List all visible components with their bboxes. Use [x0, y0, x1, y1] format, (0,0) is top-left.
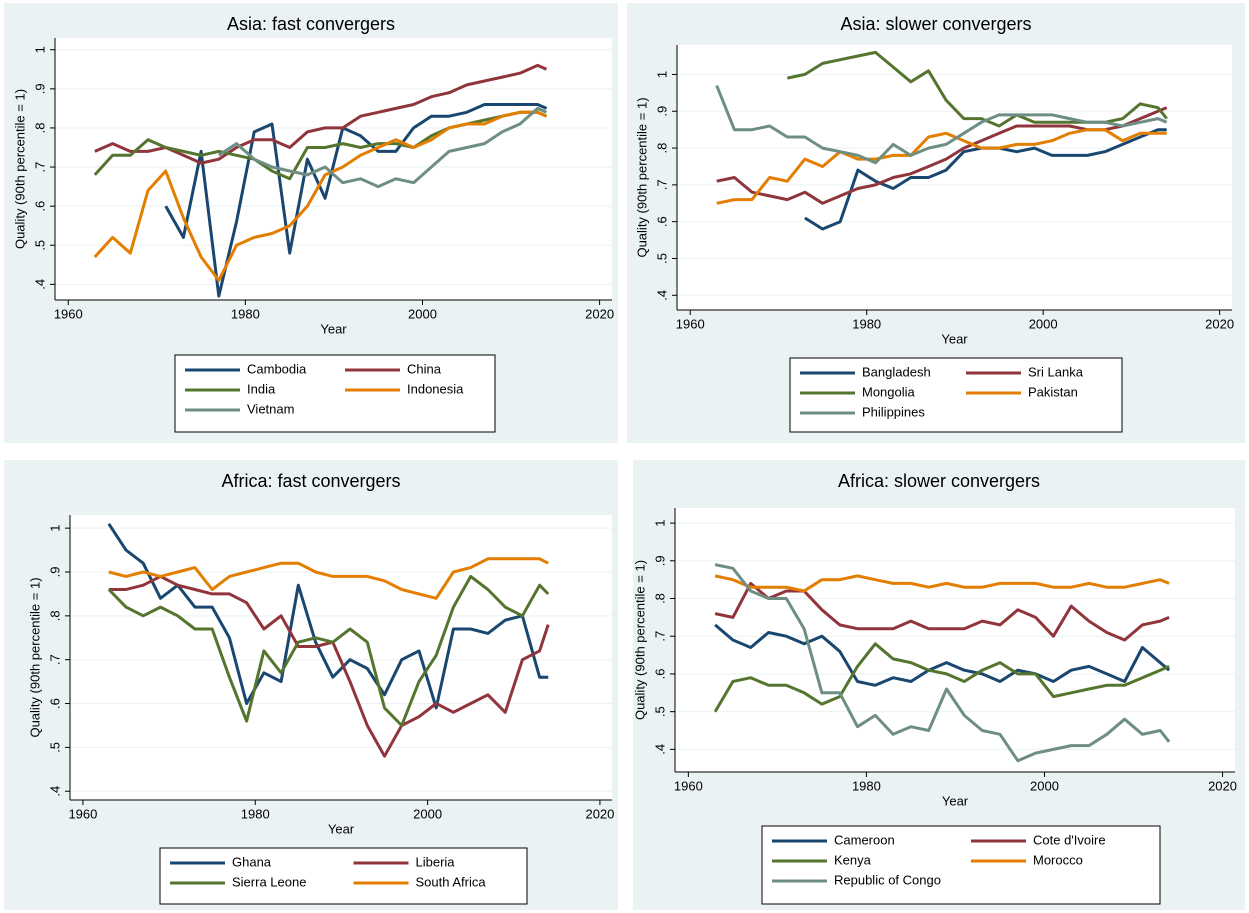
- legend-label: Liberia: [416, 854, 456, 869]
- y-tick-label: .8: [654, 143, 669, 154]
- series-line: [93, 110, 548, 282]
- x-tick-label: 2020: [585, 306, 614, 321]
- y-axis-label: Quality (90th percentile = 1): [27, 577, 42, 737]
- y-axis-label: Quality (90th percentile = 1): [632, 560, 647, 720]
- legend-label: Indonesia: [407, 381, 464, 396]
- x-tick-label: 2020: [1205, 316, 1234, 331]
- x-tick-label: 1960: [54, 306, 83, 321]
- legend-label: Sri Lanka: [1028, 364, 1084, 379]
- y-tick-label: .8: [32, 123, 47, 134]
- y-tick-label: .9: [47, 567, 62, 578]
- y-axis-label: Quality (90th percentile = 1): [634, 97, 649, 257]
- y-tick-label: 1: [32, 46, 47, 53]
- series-line: [217, 106, 548, 189]
- chart-title: Asia: fast convergers: [227, 14, 395, 34]
- legend-label: Republic of Congo: [834, 872, 941, 887]
- series-line: [93, 110, 548, 181]
- legend-label: Ghana: [232, 854, 272, 869]
- legend-label: Cameroon: [834, 832, 895, 847]
- legend-label: Mongolia: [862, 384, 916, 399]
- series-line: [786, 50, 1168, 128]
- x-tick-label: 1980: [852, 316, 881, 331]
- y-tick-label: .5: [652, 706, 667, 717]
- y-tick-label: .9: [652, 555, 667, 566]
- series-line: [714, 623, 1171, 687]
- x-tick-label: 1960: [674, 778, 703, 793]
- series-line: [714, 574, 1170, 593]
- x-tick-label: 1960: [676, 316, 705, 331]
- x-tick-label: 1980: [852, 778, 881, 793]
- x-tick-label: 2000: [408, 306, 437, 321]
- y-tick-label: .6: [654, 216, 669, 227]
- series-line: [714, 563, 1171, 763]
- chart-title: Africa: fast convergers: [221, 471, 400, 491]
- y-tick-label: .7: [32, 162, 47, 173]
- x-axis-label: Year: [942, 793, 969, 808]
- y-tick-label: .6: [652, 669, 667, 680]
- legend-label: Kenya: [834, 852, 872, 867]
- x-axis-label: Year: [941, 331, 968, 346]
- x-tick-label: 2000: [413, 806, 442, 821]
- y-tick-label: .8: [652, 593, 667, 604]
- legend-box: [789, 357, 1123, 433]
- x-tick-label: 1980: [241, 806, 270, 821]
- series-line: [713, 642, 1170, 713]
- legend-box: [159, 847, 528, 905]
- y-tick-label: .5: [654, 253, 669, 264]
- y-tick-label: .4: [47, 786, 62, 797]
- series-line: [107, 522, 549, 710]
- series-line: [164, 103, 548, 298]
- series-line: [107, 574, 550, 727]
- x-tick-label: 2020: [585, 806, 614, 821]
- legend-label: China: [407, 361, 442, 376]
- y-axis-label: Quality (90th percentile = 1): [12, 89, 27, 249]
- legend-label: South Africa: [416, 874, 487, 889]
- chart-title: Africa: slower convergers: [838, 471, 1040, 491]
- plot-area: [675, 508, 1235, 772]
- x-tick-label: 2000: [1029, 316, 1058, 331]
- y-tick-label: .6: [47, 698, 62, 709]
- series-line: [108, 557, 549, 600]
- y-tick-label: .9: [32, 83, 47, 94]
- y-tick-label: .8: [47, 610, 62, 621]
- plot-area: [677, 45, 1232, 310]
- y-tick-label: .7: [47, 654, 62, 665]
- x-tick-label: 2020: [1208, 778, 1237, 793]
- y-tick-label: .4: [654, 290, 669, 301]
- y-tick-label: .5: [32, 240, 47, 251]
- y-tick-label: .4: [32, 279, 47, 290]
- legend-label: Morocco: [1033, 852, 1083, 867]
- legend-label: Vietnam: [247, 401, 294, 416]
- series-line: [715, 84, 1168, 165]
- legend-label: Philippines: [862, 404, 925, 419]
- y-tick-label: .7: [654, 179, 669, 190]
- legend-box: [761, 825, 1161, 905]
- y-tick-label: 1: [654, 71, 669, 78]
- y-tick-label: .6: [32, 201, 47, 212]
- x-axis-label: Year: [328, 821, 355, 836]
- y-tick-label: 1: [652, 519, 667, 526]
- legend-label: India: [247, 381, 276, 396]
- legend-label: Pakistan: [1028, 384, 1078, 399]
- x-tick-label: 2000: [1030, 778, 1059, 793]
- y-tick-label: .9: [654, 106, 669, 117]
- series-line: [716, 128, 1167, 205]
- y-tick-label: .5: [47, 742, 62, 753]
- x-tick-label: 1960: [68, 806, 97, 821]
- legend-box: [174, 354, 496, 433]
- series-line: [714, 581, 1170, 642]
- y-tick-label: .4: [652, 744, 667, 755]
- x-tick-label: 1980: [231, 306, 260, 321]
- y-tick-label: 1: [47, 525, 62, 532]
- chart-title: Asia: slower convergers: [840, 14, 1031, 34]
- legend-label: Cambodia: [247, 361, 307, 376]
- legend-label: Cote d'Ivoire: [1033, 832, 1106, 847]
- legend-label: Sierra Leone: [232, 874, 306, 889]
- y-tick-label: .7: [652, 631, 667, 642]
- legend-label: Bangladesh: [862, 364, 931, 379]
- x-axis-label: Year: [320, 321, 347, 336]
